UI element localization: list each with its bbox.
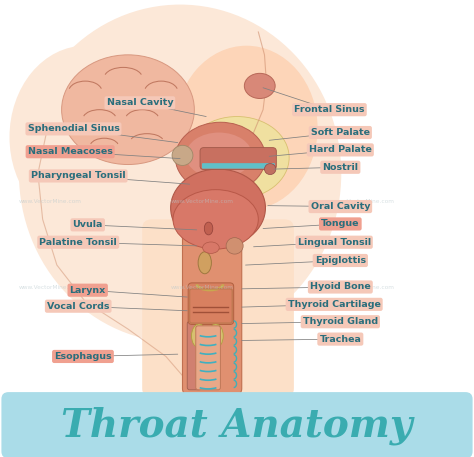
Text: Sphenodial Sinus: Sphenodial Sinus [27,124,119,133]
Ellipse shape [204,222,213,235]
FancyBboxPatch shape [196,326,220,390]
Ellipse shape [175,46,318,210]
Ellipse shape [191,324,207,348]
Text: www.VectorMine.com: www.VectorMine.com [171,286,234,290]
Ellipse shape [203,242,219,253]
Text: Soft Palate: Soft Palate [311,128,370,137]
FancyBboxPatch shape [187,321,201,390]
Circle shape [226,238,243,254]
Text: Frontal Sinus: Frontal Sinus [294,105,365,114]
Text: www.VectorMine.com: www.VectorMine.com [332,286,395,290]
Text: Hyoid Bone: Hyoid Bone [310,282,371,292]
Text: Thyroid Gland: Thyroid Gland [303,317,378,326]
Ellipse shape [62,55,194,165]
FancyBboxPatch shape [200,148,276,170]
Ellipse shape [245,74,275,99]
Text: Lingual Tonsil: Lingual Tonsil [298,238,371,247]
Text: Epiglottis: Epiglottis [315,256,366,265]
Text: www.VectorMine.com: www.VectorMine.com [19,200,82,204]
Text: Throat Anatomy: Throat Anatomy [61,407,413,445]
Text: Nostril: Nostril [322,163,358,172]
Text: Nasal Meacoses: Nasal Meacoses [27,147,113,156]
Text: Vocal Cords: Vocal Cords [47,302,109,311]
Circle shape [264,164,276,175]
Ellipse shape [175,122,265,193]
Text: Tongue: Tongue [321,219,360,228]
Text: Oral Cavity: Oral Cavity [310,202,370,211]
Text: www.VectorMine.com: www.VectorMine.com [332,200,395,204]
Ellipse shape [186,133,252,178]
Ellipse shape [171,169,265,247]
Ellipse shape [173,190,258,249]
Text: Larynx: Larynx [70,286,106,295]
Circle shape [172,145,193,165]
Text: Trachea: Trachea [319,335,361,344]
FancyBboxPatch shape [142,219,294,398]
Text: Pharyngeal Tonsil: Pharyngeal Tonsil [31,171,126,181]
Ellipse shape [19,5,341,343]
Text: Palatine Tonsil: Palatine Tonsil [39,238,117,247]
Ellipse shape [185,117,289,199]
Text: Esophagus: Esophagus [54,352,112,361]
Ellipse shape [9,46,161,228]
FancyBboxPatch shape [188,283,234,324]
FancyBboxPatch shape [1,392,473,457]
Text: Thyroid Cartilage: Thyroid Cartilage [288,300,381,309]
Text: Nasal Cavity: Nasal Cavity [107,98,173,107]
Text: Uvula: Uvula [73,220,103,229]
Text: www.VectorMine.com: www.VectorMine.com [19,286,82,290]
Text: www.VectorMine.com: www.VectorMine.com [171,200,234,204]
Ellipse shape [198,252,211,274]
FancyBboxPatch shape [182,208,242,395]
FancyBboxPatch shape [202,163,275,169]
Text: Hard Palate: Hard Palate [309,145,372,154]
Ellipse shape [208,324,223,348]
